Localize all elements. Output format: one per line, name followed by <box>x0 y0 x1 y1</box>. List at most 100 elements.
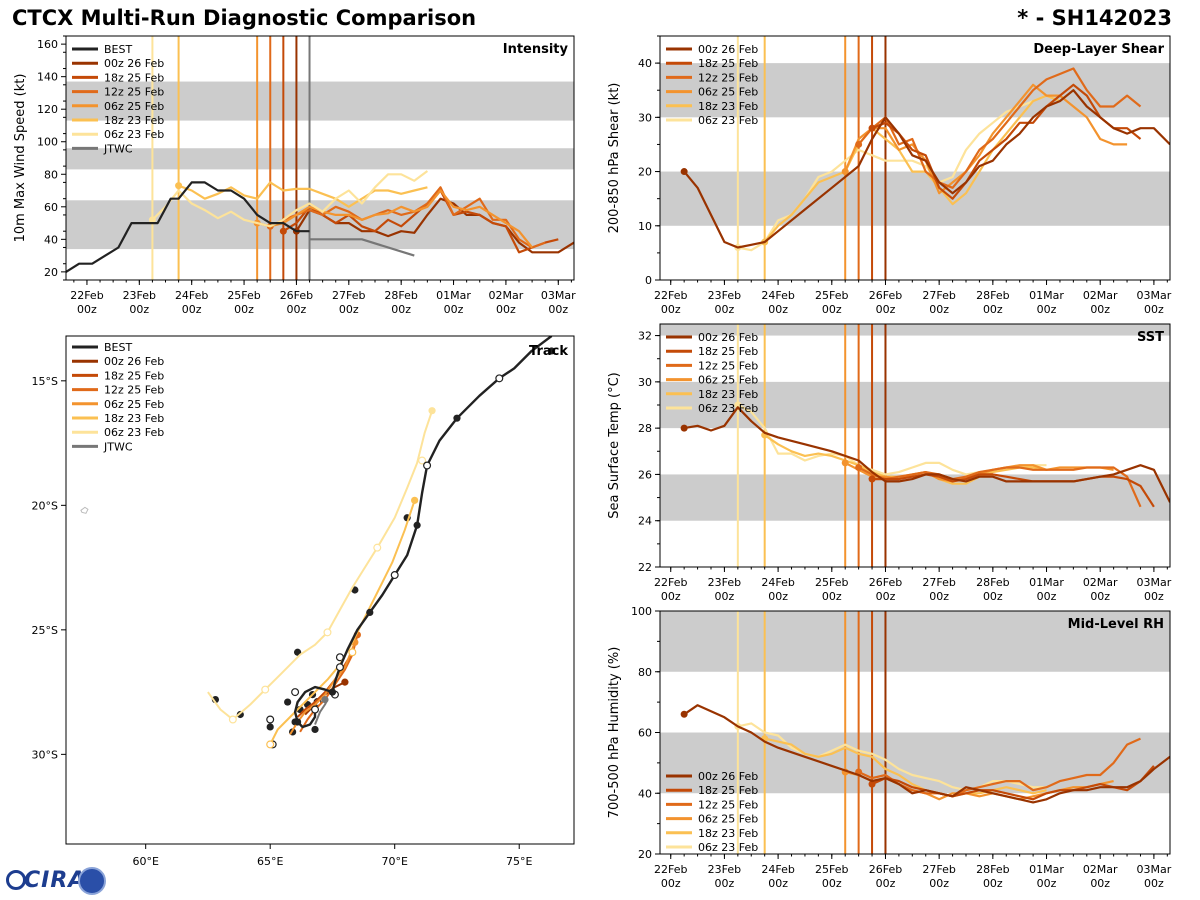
track-point-open <box>228 715 237 724</box>
series-line <box>737 100 1034 252</box>
plot-frame <box>659 323 1171 568</box>
x-tick-label-date: 24Feb <box>761 576 794 589</box>
legend-label: 00z 26 Feb <box>698 770 758 783</box>
x-tick-label-date: 01Mar <box>1029 289 1064 302</box>
band <box>660 324 1170 336</box>
y-tick-label: 20 <box>638 166 652 179</box>
x-tick-label: 75°E <box>506 855 532 868</box>
panel-title: Mid-Level RH <box>1068 617 1164 632</box>
series-start-marker <box>680 168 688 176</box>
series-start-marker <box>868 475 876 483</box>
legend-label: 12z 25 Feb <box>104 384 164 397</box>
series-line <box>256 189 533 249</box>
x-tick-label-hour: 00z <box>129 303 149 316</box>
band <box>660 611 1170 672</box>
track-point-open <box>390 571 399 580</box>
x-tick-label-date: 02Mar <box>1083 576 1118 589</box>
x-tick-label-hour: 00z <box>77 303 97 316</box>
x-tick-label-date: 25Feb <box>815 289 848 302</box>
x-tick-label: 65°E <box>257 855 283 868</box>
y-tick-label: 0 <box>645 274 652 287</box>
series-line <box>151 170 429 228</box>
series-line <box>764 737 1047 798</box>
noaa-seal-icon <box>78 867 106 895</box>
track-point-filled <box>266 723 274 731</box>
x-tick-label-hour: 00z <box>983 590 1003 603</box>
panel-title: Track <box>529 344 568 359</box>
series-start-marker <box>734 401 742 409</box>
legend-label: 06z 23 Feb <box>698 402 758 415</box>
panel-deep-layer-shear: 01020304022Feb00z23Feb00z24Feb00z25Feb00… <box>607 35 1172 316</box>
track-point-open <box>495 374 504 383</box>
x-tick-label-date: 01Mar <box>1029 863 1064 876</box>
x-tick-label-hour: 00z <box>876 590 896 603</box>
x-tick-label-hour: 00z <box>391 303 411 316</box>
series-line <box>871 765 1155 801</box>
track-point-filled <box>413 521 421 529</box>
legend-label: 18z 25 Feb <box>698 345 758 358</box>
x-tick-label-hour: 00z <box>182 303 202 316</box>
legend-label: 00z 26 Feb <box>104 57 164 70</box>
track-point-open <box>291 688 300 697</box>
series-line <box>178 181 428 208</box>
island-outline <box>80 506 89 514</box>
x-tick-label-hour: 00z <box>339 303 359 316</box>
band <box>66 200 574 250</box>
y-tick-label: 25°S <box>32 624 58 637</box>
x-tick-label-date: 02Mar <box>489 289 524 302</box>
x-tick-label-date: 24Feb <box>761 863 794 876</box>
x-tick-label-hour: 00z <box>1144 590 1164 603</box>
x-tick-label-date: 27Feb <box>922 289 955 302</box>
panel-title: Intensity <box>503 42 569 57</box>
panel-intensity: 2040608010012014016022Feb00z23Feb00z24Fe… <box>13 35 576 316</box>
x-tick-label-date: 28Feb <box>976 289 1009 302</box>
x-tick-label-date: 03Mar <box>1137 863 1172 876</box>
series-start-marker <box>868 780 876 788</box>
x-tick-label-hour: 00z <box>1090 590 1110 603</box>
y-tick-label: 160 <box>37 38 58 51</box>
track-point-filled <box>284 698 292 706</box>
series-line <box>683 89 1170 249</box>
x-tick-label-hour: 00z <box>1037 303 1057 316</box>
track-line <box>269 500 416 745</box>
x-tick-label-hour: 00z <box>715 590 735 603</box>
x-tick-label-date: 28Feb <box>976 576 1009 589</box>
legend-label: 18z 23 Feb <box>698 100 758 113</box>
x-tick-label-date: 01Mar <box>436 289 471 302</box>
x-tick-label: 60°E <box>132 855 158 868</box>
series-start-marker <box>680 710 688 718</box>
x-tick-label-hour: 00z <box>444 303 464 316</box>
series-start-marker <box>680 424 688 432</box>
x-tick-label-hour: 00z <box>1090 303 1110 316</box>
x-tick-label-hour: 00z <box>929 590 949 603</box>
x-tick-label-hour: 00z <box>287 303 307 316</box>
band <box>66 148 574 170</box>
x-tick-label-hour: 00z <box>822 590 842 603</box>
legend-label: 06z 25 Feb <box>698 374 758 387</box>
track-point-open <box>266 740 275 749</box>
series-start-marker <box>175 182 183 190</box>
x-tick-label-date: 24Feb <box>175 289 208 302</box>
x-tick-label-hour: 00z <box>1037 877 1057 890</box>
x-tick-label-hour: 00z <box>661 303 681 316</box>
x-tick-label-date: 26Feb <box>869 289 902 302</box>
track-line <box>293 336 553 729</box>
y-tick-label: 30 <box>638 111 652 124</box>
y-axis-label: Sea Surface Temp (°C) <box>607 372 622 519</box>
track-point-filled <box>411 496 419 504</box>
series-line <box>66 181 310 273</box>
y-axis-label: 700-500 hPa Humidity (%) <box>607 647 622 819</box>
series-start-marker <box>841 459 849 467</box>
series-start-marker <box>855 463 863 471</box>
legend-label: 18z 25 Feb <box>104 369 164 382</box>
x-tick-label-date: 02Mar <box>1083 863 1118 876</box>
y-tick-label: 40 <box>638 57 652 70</box>
y-tick-label: 30 <box>638 376 652 389</box>
x-tick-label-hour: 00z <box>876 303 896 316</box>
x-tick-label-hour: 00z <box>661 877 681 890</box>
x-tick-label-date: 23Feb <box>708 289 741 302</box>
y-axis-label: 200-850 hPa Shear (kt) <box>607 83 622 234</box>
series-line <box>763 89 1075 243</box>
